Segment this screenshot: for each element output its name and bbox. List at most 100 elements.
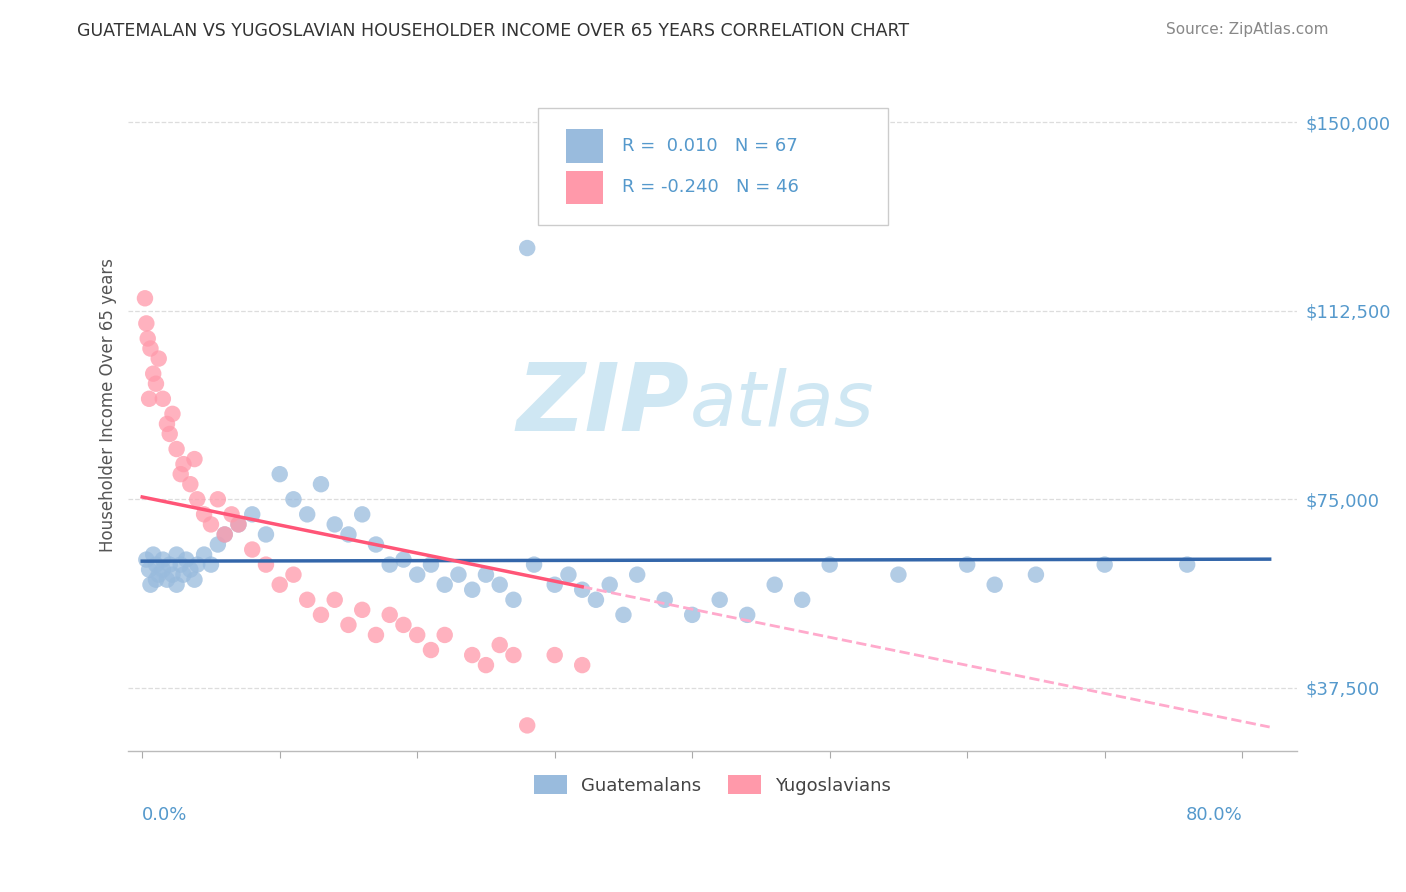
Point: [516, 241, 538, 255]
Point: [571, 658, 593, 673]
Point: [134, 291, 156, 305]
Point: [488, 638, 510, 652]
Point: [352, 508, 374, 522]
Text: Source: ZipAtlas.com: Source: ZipAtlas.com: [1166, 22, 1329, 37]
Point: [378, 607, 401, 622]
Point: [571, 582, 593, 597]
Point: [392, 552, 415, 566]
Point: [269, 467, 291, 482]
FancyBboxPatch shape: [537, 108, 889, 226]
Point: [162, 407, 184, 421]
Point: [352, 603, 374, 617]
Point: [166, 548, 188, 562]
Point: [135, 317, 157, 331]
Point: [254, 527, 277, 541]
Point: [142, 367, 165, 381]
Point: [170, 467, 193, 482]
Point: [159, 427, 181, 442]
Point: [297, 592, 319, 607]
Point: [138, 563, 160, 577]
Point: [136, 331, 159, 345]
Point: [585, 592, 607, 607]
Point: [654, 592, 676, 607]
Point: [488, 578, 510, 592]
Point: [228, 517, 250, 532]
Point: [283, 492, 305, 507]
Point: [179, 477, 201, 491]
Text: atlas: atlas: [689, 368, 875, 442]
Point: [433, 578, 456, 592]
Point: [159, 558, 181, 572]
Point: [148, 351, 170, 366]
Text: GUATEMALAN VS YUGOSLAVIAN HOUSEHOLDER INCOME OVER 65 YEARS CORRELATION CHART: GUATEMALAN VS YUGOSLAVIAN HOUSEHOLDER IN…: [77, 22, 910, 40]
Point: [475, 658, 498, 673]
Point: [612, 607, 634, 622]
FancyBboxPatch shape: [565, 129, 603, 162]
Point: [200, 558, 222, 572]
Point: [172, 567, 194, 582]
Point: [378, 558, 401, 572]
Point: [145, 376, 167, 391]
Point: [433, 628, 456, 642]
Point: [461, 648, 484, 662]
Point: [269, 578, 291, 592]
Point: [792, 592, 814, 607]
Point: [214, 527, 236, 541]
Point: [200, 517, 222, 532]
Point: [337, 618, 360, 632]
Point: [166, 578, 188, 592]
Point: [139, 578, 162, 592]
Point: [887, 567, 910, 582]
Point: [406, 567, 429, 582]
Point: [956, 558, 979, 572]
Point: [337, 527, 360, 541]
Text: 80.0%: 80.0%: [1185, 805, 1241, 824]
Point: [364, 628, 387, 642]
Point: [162, 567, 184, 582]
Point: [323, 592, 346, 607]
Point: [166, 442, 188, 456]
Text: R = -0.240   N = 46: R = -0.240 N = 46: [621, 178, 799, 196]
Point: [502, 648, 524, 662]
Point: [544, 578, 567, 592]
Point: [145, 573, 167, 587]
Point: [193, 508, 215, 522]
Point: [323, 517, 346, 532]
Point: [193, 548, 215, 562]
Point: [364, 537, 387, 551]
Point: [174, 552, 197, 566]
Point: [170, 558, 193, 572]
FancyBboxPatch shape: [565, 171, 603, 204]
Point: [156, 417, 179, 431]
Point: [240, 542, 263, 557]
Point: [156, 573, 179, 587]
Point: [172, 457, 194, 471]
Point: [148, 567, 170, 582]
Point: [1094, 558, 1116, 572]
Point: [179, 563, 201, 577]
Point: [254, 558, 277, 572]
Point: [145, 558, 167, 572]
Point: [142, 548, 165, 562]
Point: [221, 508, 243, 522]
Point: [283, 567, 305, 582]
Point: [475, 567, 498, 582]
Point: [1025, 567, 1047, 582]
Y-axis label: Householder Income Over 65 years: Householder Income Over 65 years: [100, 258, 117, 552]
Point: [599, 578, 621, 592]
Legend: Guatemalans, Yugoslavians: Guatemalans, Yugoslavians: [526, 766, 900, 804]
Point: [447, 567, 470, 582]
Point: [709, 592, 731, 607]
Point: [420, 643, 443, 657]
Point: [523, 558, 546, 572]
Point: [1175, 558, 1198, 572]
Point: [240, 508, 263, 522]
Point: [183, 452, 205, 467]
Point: [461, 582, 484, 597]
Point: [544, 648, 567, 662]
Text: 0.0%: 0.0%: [142, 805, 187, 824]
Point: [557, 567, 579, 582]
Point: [214, 527, 236, 541]
Point: [186, 558, 208, 572]
Point: [309, 607, 332, 622]
